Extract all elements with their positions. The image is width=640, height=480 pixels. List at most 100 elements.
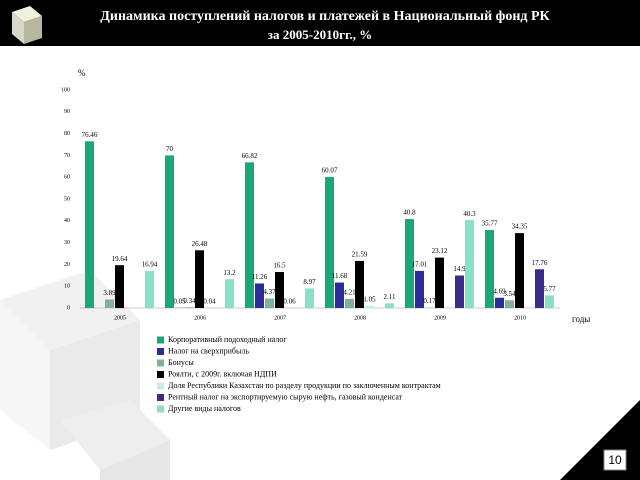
data-label: 13.2: [223, 269, 236, 277]
bar: [145, 271, 154, 308]
data-label: 16.5: [273, 262, 286, 270]
bar: [345, 298, 354, 308]
bar: [185, 307, 194, 308]
bar: [325, 177, 334, 308]
x-tick-label: 2010: [514, 315, 526, 321]
bar: [85, 141, 94, 308]
legend-swatch: [157, 348, 164, 355]
chart-subtitle: за 2005-2010гг., %: [268, 27, 372, 42]
legend-label: Доля Республики Казахстан по разделу про…: [168, 381, 441, 390]
data-label: 26.48: [192, 240, 208, 248]
data-label: 21.59: [352, 251, 368, 259]
legend-label: Роялти, с 2009г. включая НДПИ: [168, 369, 277, 378]
bar: [245, 162, 254, 308]
data-label: 16.94: [142, 261, 158, 269]
bar: [435, 257, 444, 308]
data-label: 35.77: [482, 220, 498, 228]
data-label: 34.35: [512, 223, 528, 231]
bar: [105, 299, 114, 308]
x-tick-label: 2005: [114, 315, 126, 321]
data-label: 70: [166, 145, 174, 153]
bar: [255, 283, 264, 308]
bar: [365, 305, 374, 308]
y-tick-label: 30: [64, 240, 70, 246]
y-tick-label: 50: [64, 196, 70, 202]
data-label: 11.26: [252, 273, 268, 281]
y-tick-label: 60: [64, 175, 70, 181]
bar: [495, 297, 504, 308]
bar: [305, 288, 314, 308]
data-label: 4.37: [263, 288, 276, 296]
bar: [515, 233, 524, 308]
x-axis-label: годы: [572, 314, 590, 324]
bar: [265, 298, 274, 308]
data-label: 0.04: [203, 298, 216, 306]
bar: [225, 279, 234, 308]
legend-swatch: [157, 382, 164, 390]
legend-label: Рентный налог на экспортируемую сырую не…: [168, 392, 403, 401]
x-tick-label: 2008: [354, 315, 366, 321]
x-tick-label: 2007: [274, 315, 286, 321]
bar: [535, 269, 544, 308]
legend-swatch: [157, 405, 164, 413]
y-tick-label: 10: [64, 284, 70, 290]
bar: [465, 220, 474, 308]
data-label: 2.11: [384, 293, 396, 301]
legend-label: Другие виды налогов: [168, 404, 241, 413]
legend-label: Налог на сверхприбыль: [168, 346, 249, 355]
bar: [195, 250, 204, 308]
data-label: 0.34: [183, 297, 196, 305]
data-label: 40.3: [463, 210, 476, 218]
y-tick-label: 40: [64, 218, 70, 224]
legend-swatch: [157, 371, 164, 378]
data-label: 0.17: [423, 297, 436, 305]
data-label: 11.68: [332, 272, 348, 280]
y-tick-label: 20: [64, 262, 70, 268]
page-number: 10: [608, 453, 622, 467]
y-tick-label: 100: [61, 87, 70, 93]
logo-cube: [12, 6, 42, 44]
data-label: 4.21: [343, 288, 356, 296]
y-tick-label: 80: [64, 131, 70, 137]
data-label: 0.05: [173, 298, 186, 306]
data-label: 5.77: [543, 285, 556, 293]
chart-title: Динамика поступлений налогов и платежей …: [100, 9, 550, 24]
data-label: 8.97: [303, 278, 316, 286]
data-label: 3.89: [103, 289, 116, 297]
decor-cubes: [0, 270, 170, 480]
bar: [165, 155, 174, 308]
y-tick-label: 90: [64, 109, 70, 115]
data-label: 4.69: [493, 287, 506, 295]
page-number-box: [603, 449, 627, 471]
data-label: 76.46: [82, 131, 98, 139]
y-tick-label: 70: [64, 153, 70, 159]
bar: [335, 282, 344, 308]
bar: [355, 260, 364, 308]
data-label: 23.12: [432, 247, 448, 255]
data-label: 60.07: [322, 167, 338, 175]
bar: [455, 275, 464, 308]
legend-label: Бонусы: [168, 358, 194, 367]
y-axis-label: %: [78, 68, 86, 78]
legend-label: Корпоративный подоходный налог: [168, 335, 287, 344]
bar: [415, 270, 424, 308]
data-label: 19.64: [112, 255, 128, 263]
y-tick-label: 0: [67, 305, 70, 311]
x-tick-label: 2009: [434, 315, 446, 321]
title-band: [0, 0, 640, 46]
data-label: 1.05: [363, 295, 376, 303]
data-label: 40.8: [403, 209, 416, 217]
legend-swatch: [157, 359, 164, 367]
bar: [115, 265, 124, 308]
bar: [485, 230, 494, 308]
bar: [385, 303, 394, 308]
bar: [275, 272, 284, 308]
data-label: 0.06: [283, 297, 296, 305]
x-tick-label: 2006: [194, 315, 206, 321]
legend-swatch: [157, 394, 164, 401]
data-label: 14.9: [453, 265, 466, 273]
bar: [405, 219, 414, 308]
legend-swatch: [157, 336, 164, 344]
